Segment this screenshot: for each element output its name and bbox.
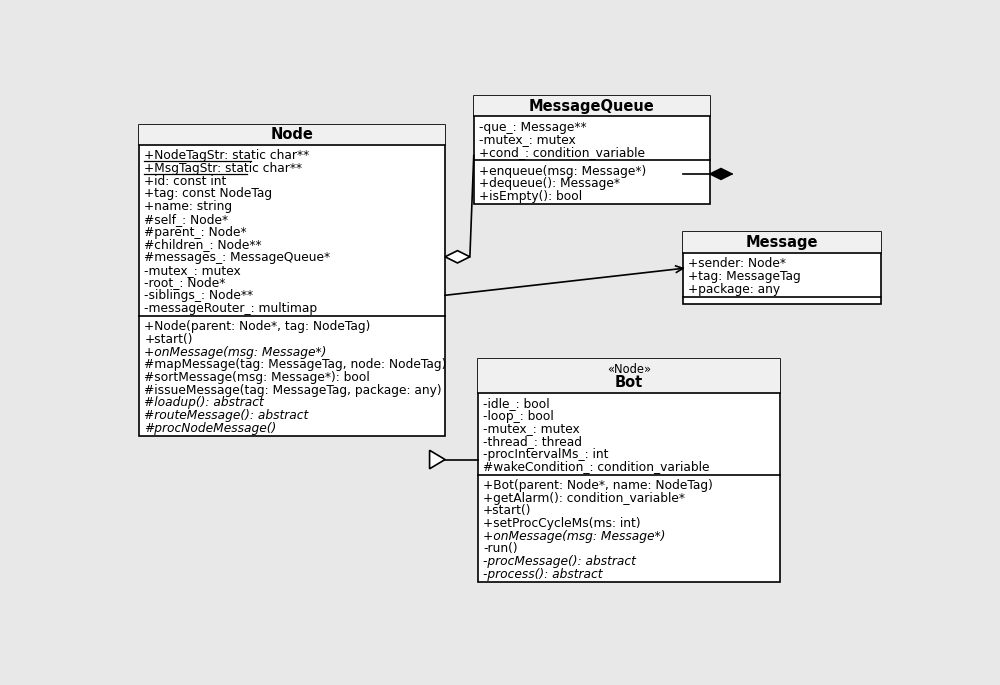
Text: +start(): +start() (483, 504, 532, 517)
Text: +isEmpty(): bool: +isEmpty(): bool (479, 190, 582, 203)
Text: +package: any: +package: any (688, 282, 781, 295)
Polygon shape (710, 169, 732, 179)
Text: -loop_: bool: -loop_: bool (483, 410, 554, 423)
Text: -que_: Message**: -que_: Message** (479, 121, 587, 134)
Text: #procNodeMessage(): #procNodeMessage() (144, 422, 277, 435)
Text: -mutex_: mutex: -mutex_: mutex (144, 264, 241, 277)
Text: +sender: Node*: +sender: Node* (688, 257, 786, 270)
Text: +dequeue(): Message*: +dequeue(): Message* (479, 177, 620, 190)
Bar (478, 360, 780, 393)
Text: +onMessage(msg: Message*): +onMessage(msg: Message*) (144, 346, 327, 359)
Text: -mutex_: mutex: -mutex_: mutex (483, 422, 580, 435)
Bar (139, 125, 445, 436)
Text: +name: string: +name: string (144, 200, 232, 213)
Bar (683, 232, 881, 253)
Text: Node: Node (271, 127, 313, 142)
Text: #children_: Node**: #children_: Node** (144, 238, 262, 251)
Text: #messages_: MessageQueue*: #messages_: MessageQueue* (144, 251, 330, 264)
Text: #wakeCondition_: condition_variable: #wakeCondition_: condition_variable (483, 460, 710, 473)
Text: -procIntervalMs_: int: -procIntervalMs_: int (483, 448, 609, 461)
Text: -process(): abstract: -process(): abstract (483, 568, 603, 581)
Polygon shape (430, 450, 445, 469)
Text: -root_: Node*: -root_: Node* (144, 276, 226, 289)
Text: #parent_: Node*: #parent_: Node* (144, 225, 247, 238)
Text: +enqueue(msg: Message*): +enqueue(msg: Message*) (479, 164, 646, 177)
Text: Message: Message (746, 235, 818, 250)
Bar (474, 96, 710, 204)
Text: -mutex_: mutex: -mutex_: mutex (479, 134, 576, 147)
Bar (474, 96, 710, 116)
Text: +MsgTagStr: static char**: +MsgTagStr: static char** (144, 162, 302, 175)
Text: +id: const int: +id: const int (144, 175, 227, 188)
Text: #sortMessage(msg: Message*): bool: #sortMessage(msg: Message*): bool (144, 371, 370, 384)
Text: +getAlarm(): condition_variable*: +getAlarm(): condition_variable* (483, 492, 685, 505)
Text: +tag: MessageTag: +tag: MessageTag (688, 270, 801, 283)
Text: -procMessage(): abstract: -procMessage(): abstract (483, 555, 636, 568)
Text: #issueMessage(tag: MessageTag, package: any): #issueMessage(tag: MessageTag, package: … (144, 384, 442, 397)
Text: +start(): +start() (144, 333, 193, 346)
Bar (478, 360, 780, 582)
Text: #loadup(): abstract: #loadup(): abstract (144, 397, 264, 410)
Polygon shape (445, 251, 470, 263)
Text: #self_: Node*: #self_: Node* (144, 213, 228, 226)
Text: MessageQueue: MessageQueue (529, 99, 655, 114)
Text: -siblings_: Node**: -siblings_: Node** (144, 289, 254, 302)
Text: +Bot(parent: Node*, name: NodeTag): +Bot(parent: Node*, name: NodeTag) (483, 479, 713, 492)
Bar (139, 125, 445, 145)
Text: +cond_: condition_variable: +cond_: condition_variable (479, 146, 645, 159)
Text: «Node»: «Node» (607, 363, 651, 376)
Text: +tag: const NodeTag: +tag: const NodeTag (144, 188, 272, 201)
Text: -run(): -run() (483, 543, 518, 556)
Text: Bot: Bot (615, 375, 643, 390)
Text: #mapMessage(tag: MessageTag, node: NodeTag): #mapMessage(tag: MessageTag, node: NodeT… (144, 358, 447, 371)
Text: -messageRouter_: multimap: -messageRouter_: multimap (144, 302, 318, 314)
Text: -idle_: bool: -idle_: bool (483, 397, 550, 410)
Text: +NodeTagStr: static char**: +NodeTagStr: static char** (144, 149, 310, 162)
Bar (683, 232, 881, 304)
Text: +setProcCycleMs(ms: int): +setProcCycleMs(ms: int) (483, 517, 641, 530)
Text: #routeMessage(): abstract: #routeMessage(): abstract (144, 409, 309, 422)
Text: -thread_: thread: -thread_: thread (483, 435, 582, 448)
Text: +Node(parent: Node*, tag: NodeTag): +Node(parent: Node*, tag: NodeTag) (144, 320, 371, 333)
Text: +onMessage(msg: Message*): +onMessage(msg: Message*) (483, 530, 665, 543)
